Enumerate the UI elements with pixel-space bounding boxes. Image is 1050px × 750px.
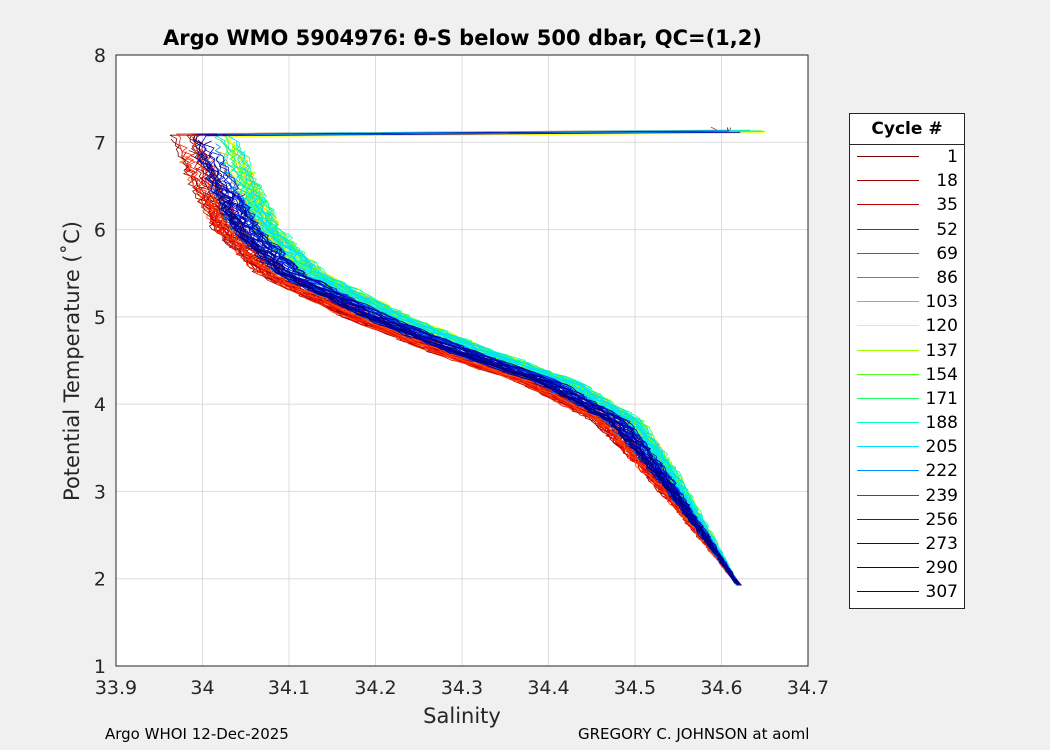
legend-label: 86 bbox=[936, 267, 958, 288]
legend-label: 171 bbox=[925, 388, 958, 409]
footer-source: Argo WHOI 12-Dec-2025 bbox=[105, 725, 289, 743]
y-tick-label: 5 bbox=[94, 307, 106, 329]
legend-label: 52 bbox=[936, 219, 958, 240]
legend-label: 69 bbox=[936, 243, 958, 264]
legend-line bbox=[857, 567, 919, 569]
legend-label: 273 bbox=[925, 534, 958, 554]
profile-line-cycle-273 bbox=[223, 189, 736, 585]
y-tick-label: 7 bbox=[94, 132, 106, 154]
legend-entry: 154 bbox=[850, 363, 964, 387]
profile-line-cycle-307 bbox=[192, 136, 736, 584]
chart-title: Argo WMO 5904976: θ-S below 500 dbar, QC… bbox=[163, 26, 762, 50]
legend-line bbox=[857, 591, 919, 593]
legend-label: 18 bbox=[936, 171, 958, 192]
x-tick-label: 34.4 bbox=[527, 677, 569, 699]
legend-label: 307 bbox=[925, 582, 958, 603]
legend-entry: 86 bbox=[850, 266, 964, 290]
plot-frame bbox=[115, 54, 809, 667]
legend-entry: 239 bbox=[850, 484, 964, 508]
profile-line-cycle-290 bbox=[247, 209, 739, 584]
y-tick-label: 8 bbox=[94, 45, 106, 67]
profile-line-cycle-205 bbox=[255, 199, 738, 584]
legend-line bbox=[857, 397, 919, 399]
legend-line bbox=[857, 276, 919, 278]
y-tick-label: 4 bbox=[94, 394, 106, 416]
legend-label: 222 bbox=[925, 461, 958, 482]
x-tick-label: 34 bbox=[190, 677, 214, 699]
legend-label: 188 bbox=[925, 413, 958, 434]
legend-line bbox=[857, 470, 919, 472]
legend-entry: 52 bbox=[850, 218, 964, 242]
legend-line bbox=[857, 373, 919, 375]
legend-entry: 273 bbox=[850, 532, 964, 556]
legend-label: 239 bbox=[925, 485, 958, 506]
legend-label: 256 bbox=[925, 509, 958, 530]
x-tick-label: 33.9 bbox=[95, 677, 137, 699]
legend-entry: 103 bbox=[850, 290, 964, 314]
profile-line-cycle-171 bbox=[247, 171, 737, 585]
legend-line bbox=[857, 543, 919, 544]
legend-line bbox=[857, 494, 919, 496]
y-tick-label: 6 bbox=[94, 220, 106, 242]
legend-entry: 120 bbox=[850, 314, 964, 338]
legend-entry: 222 bbox=[850, 459, 964, 483]
profile-line-cycle-307 bbox=[197, 139, 738, 584]
legend-line bbox=[857, 325, 919, 327]
x-tick-label: 34.7 bbox=[787, 677, 829, 699]
legend-line bbox=[857, 349, 919, 351]
x-tick-label: 34.2 bbox=[354, 677, 396, 699]
legend-entry: 137 bbox=[850, 339, 964, 363]
y-tick-label: 2 bbox=[94, 569, 106, 591]
legend-label: 154 bbox=[925, 364, 958, 385]
legend-line bbox=[857, 301, 919, 303]
legend-label: 120 bbox=[925, 316, 958, 337]
legend-label: 137 bbox=[925, 340, 958, 361]
legend-entry: 35 bbox=[850, 193, 964, 217]
x-tick-label: 34.6 bbox=[700, 677, 742, 699]
legend-label: 1 bbox=[947, 147, 958, 167]
legend-entry: 205 bbox=[850, 435, 964, 459]
legend-line bbox=[857, 156, 919, 157]
legend-label: 103 bbox=[925, 292, 958, 313]
legend-entry: 18 bbox=[850, 169, 964, 193]
legend-label: 290 bbox=[925, 558, 958, 579]
legend-entry: 1 bbox=[850, 145, 964, 169]
legend-line bbox=[857, 180, 919, 182]
profile-line-cycle-205 bbox=[247, 202, 736, 583]
legend-entry: 256 bbox=[850, 508, 964, 532]
legend-line bbox=[857, 446, 919, 448]
legend-entry: 307 bbox=[850, 580, 964, 604]
legend-entry: 290 bbox=[850, 556, 964, 580]
y-axis-label: Potential Temperature (˚C) bbox=[60, 221, 84, 501]
legend-entry: 171 bbox=[850, 387, 964, 411]
profile-line-cycle-205 bbox=[235, 141, 739, 585]
profile-line-cycle-256 bbox=[235, 193, 738, 585]
legend-label: 205 bbox=[925, 437, 958, 458]
profile-line-cycle-307 bbox=[215, 156, 738, 583]
footer-author: GREGORY C. JOHNSON at aoml bbox=[578, 725, 810, 743]
x-tick-label: 34.1 bbox=[268, 677, 310, 699]
y-tick-label: 3 bbox=[94, 481, 106, 503]
legend-line bbox=[857, 252, 919, 254]
y-tick-label: 1 bbox=[94, 656, 106, 678]
legend-entry: 69 bbox=[850, 242, 964, 266]
profile-line-cycle-290 bbox=[237, 193, 739, 586]
x-tick-label: 34.5 bbox=[614, 677, 656, 699]
legend-line bbox=[857, 228, 919, 230]
x-tick-label: 34.3 bbox=[441, 677, 483, 699]
legend-line bbox=[857, 422, 919, 424]
legend-line bbox=[857, 204, 919, 206]
legend-entry: 188 bbox=[850, 411, 964, 435]
legend-title: Cycle # bbox=[850, 114, 964, 145]
legend: Cycle # 1 18 35 52 69 86 103 120 137 154 171 188 205… bbox=[849, 113, 965, 609]
x-axis-label: Salinity bbox=[423, 704, 501, 728]
legend-label: 35 bbox=[936, 195, 958, 216]
legend-line bbox=[857, 518, 919, 520]
